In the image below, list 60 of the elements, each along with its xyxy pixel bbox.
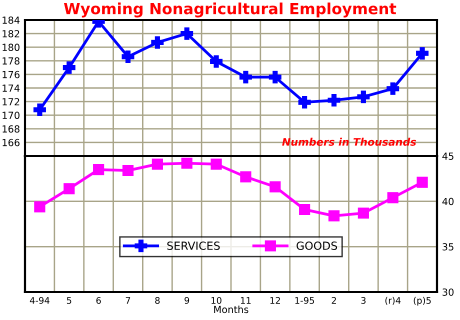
point xyxy=(93,164,104,176)
point xyxy=(386,82,400,95)
x-tick-label: 10 xyxy=(212,297,222,304)
annotation: Numbers in Thousands xyxy=(282,138,416,146)
y2-tick-label: 40 xyxy=(442,198,454,206)
point xyxy=(34,201,46,212)
point xyxy=(122,50,134,63)
y-tick-label: 178 xyxy=(2,57,20,65)
x-tick-label: 8 xyxy=(155,297,160,304)
x-tick-label: 1-95 xyxy=(295,297,314,304)
x-axis-title: Months xyxy=(214,306,248,314)
x-tick-label: 12 xyxy=(270,297,280,304)
point xyxy=(357,90,370,104)
x-tick-label: (p)5 xyxy=(414,296,431,306)
y-tick-label: 172 xyxy=(2,98,20,106)
point xyxy=(62,61,76,74)
y2-tick-label: 45 xyxy=(442,152,454,160)
x-tick-label: 4-94 xyxy=(30,297,50,304)
x-tick-label: 11 xyxy=(240,297,251,304)
chart-title: Wyoming Nonagricultural Employment xyxy=(64,2,396,18)
y-tick-label: 176 xyxy=(2,70,20,78)
point xyxy=(210,158,222,170)
point xyxy=(328,94,340,106)
x-tick-label: 6 xyxy=(96,297,101,304)
point xyxy=(299,204,310,216)
legend-label: SERVICES xyxy=(167,242,220,250)
y-tick-label: 170 xyxy=(2,112,20,120)
point xyxy=(151,36,164,49)
y-tick-label: 174 xyxy=(2,84,20,92)
x-tick-label: 2 xyxy=(332,297,336,304)
y-tick-label: 184 xyxy=(2,16,20,24)
point xyxy=(270,181,281,192)
point xyxy=(416,47,429,60)
point xyxy=(328,210,340,222)
point xyxy=(64,183,75,194)
point xyxy=(387,192,398,204)
y2-tick-label: 35 xyxy=(442,243,454,250)
point xyxy=(240,171,252,182)
point xyxy=(210,55,223,68)
y-tick-label: 168 xyxy=(2,125,20,133)
x-tick-label: 7 xyxy=(126,297,130,304)
x-tick-label: 5 xyxy=(66,297,72,304)
point xyxy=(416,176,428,188)
y-tick-label: 166 xyxy=(2,138,20,146)
x-tick-label: 9 xyxy=(184,297,190,304)
point xyxy=(268,70,282,84)
point xyxy=(298,96,311,109)
y-tick-label: 180 xyxy=(2,44,20,52)
x-tick-label: 3 xyxy=(361,297,366,304)
point xyxy=(239,70,252,84)
x-tick-label: (r)4 xyxy=(385,296,401,305)
point xyxy=(152,158,163,170)
point xyxy=(122,164,134,176)
y2-tick-label: 30 xyxy=(442,288,454,296)
point xyxy=(358,208,369,219)
legend-label: GOODS xyxy=(296,242,338,250)
point xyxy=(181,158,192,169)
y-tick-label: 182 xyxy=(2,30,20,38)
point xyxy=(33,104,46,116)
point xyxy=(180,27,194,40)
